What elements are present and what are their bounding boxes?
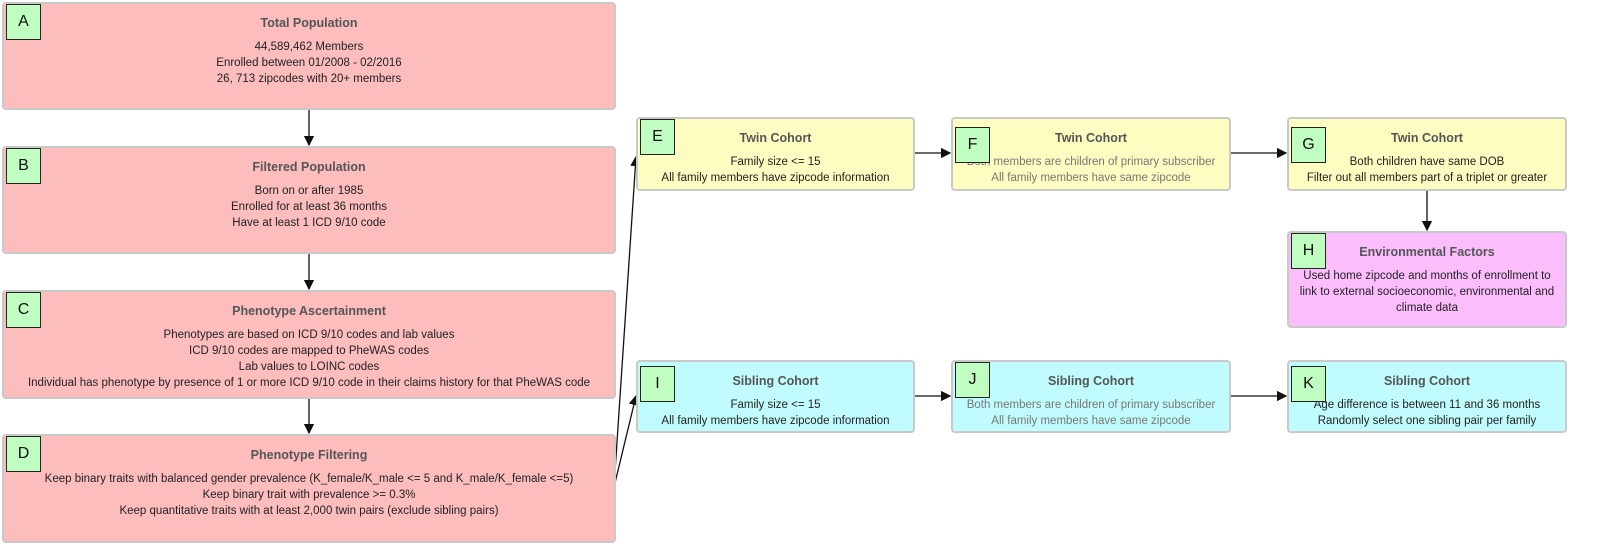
step-label-a: A bbox=[6, 4, 41, 40]
box-title: Phenotype Ascertainment bbox=[232, 304, 386, 318]
box-f: F Twin Cohort Both members are children of… bbox=[951, 117, 1231, 191]
box-title: Sibling Cohort bbox=[1047, 374, 1135, 388]
box-text-line: All family members have zipcode informat… bbox=[661, 415, 890, 427]
step-label-f: F bbox=[955, 127, 990, 163]
box-i: I Sibling Cohort Family size <= 15 All fami… bbox=[636, 360, 915, 433]
box-text-line: Keep binary trait with prevalence >= 0.3… bbox=[202, 489, 416, 501]
box-title: Sibling Cohort bbox=[1383, 374, 1471, 388]
arrow-d-e bbox=[613, 155, 641, 488]
box-title: Sibling Cohort bbox=[732, 374, 819, 388]
box-text-line: All family members have same zipcode bbox=[991, 415, 1191, 427]
step-label-c: C bbox=[6, 292, 41, 328]
box-text-line: Family size <= 15 bbox=[730, 399, 821, 411]
step-label-j: J bbox=[955, 362, 990, 398]
box-text-line: Both members are children of primary sub… bbox=[966, 399, 1216, 411]
step-label-h: H bbox=[1291, 233, 1326, 269]
box-text-line: climate data bbox=[1395, 302, 1458, 314]
box-text-line: 26, 713 zipcodes with 20+ members bbox=[216, 73, 402, 85]
box-title: Total Population bbox=[260, 16, 358, 30]
step-label-g: G bbox=[1291, 127, 1326, 163]
step-label-k: K bbox=[1291, 366, 1326, 402]
box-c: C Phenotype Ascertainment Phenotypes are b… bbox=[2, 290, 616, 399]
box-text-line: Filter out all members part of a triplet… bbox=[1306, 172, 1548, 184]
box-text-line: Have at least 1 ICD 9/10 code bbox=[232, 217, 386, 229]
box-text-line: Used home zipcode and months of enrollme… bbox=[1303, 270, 1551, 282]
box-g: G Twin Cohort Both children have same DOB F… bbox=[1287, 117, 1567, 191]
box-title: Filtered Population bbox=[252, 160, 366, 174]
box-text-line: link to external socioeconomic, environm… bbox=[1299, 286, 1555, 298]
box-text-line: Phenotypes are based on ICD 9/10 codes a… bbox=[163, 329, 455, 341]
step-label-i: I bbox=[640, 366, 675, 402]
box-title: Twin Cohort bbox=[1391, 131, 1463, 145]
box-text-line: Family size <= 15 bbox=[730, 156, 821, 168]
box-text-line: Keep binary traits with balanced gender … bbox=[44, 473, 574, 485]
arrow-d-i bbox=[613, 394, 639, 488]
box-text-line: Enrolled for at least 36 months bbox=[231, 201, 387, 213]
box-text-line: Randomly select one sibling pair per fam… bbox=[1317, 415, 1537, 427]
step-label-e: E bbox=[640, 119, 675, 155]
box-d: D Phenotype Filtering Keep binary traits w… bbox=[2, 434, 616, 543]
box-text-line: Born on or after 1985 bbox=[254, 185, 364, 197]
box-k: K Sibling Cohort Age difference is between… bbox=[1287, 360, 1567, 433]
box-text-line: All family members have same zipcode bbox=[991, 172, 1191, 184]
box-text-line: Both members are children of primary sub… bbox=[966, 156, 1216, 168]
box-title: Phenotype Filtering bbox=[250, 448, 368, 462]
box-text-line: Enrolled between 01/2008 - 02/2016 bbox=[216, 57, 402, 69]
box-j: J Sibling Cohort Both members are children… bbox=[951, 360, 1231, 433]
step-label-b: B bbox=[6, 148, 41, 184]
box-text-line: Individual has phenotype by presence of … bbox=[27, 377, 591, 389]
box-text-line: Lab values to LOINC codes bbox=[238, 361, 380, 373]
box-title: Twin Cohort bbox=[739, 131, 812, 145]
box-title: Twin Cohort bbox=[1055, 131, 1127, 145]
box-e: E Twin Cohort Family size <= 15 All family … bbox=[636, 117, 915, 191]
box-text-line: ICD 9/10 codes are mapped to PheWAS code… bbox=[189, 345, 429, 357]
step-label-d: D bbox=[6, 436, 41, 472]
box-text-line: 44,589,462 Members bbox=[254, 41, 364, 53]
box-text-line: Both children have same DOB bbox=[1349, 156, 1505, 168]
box-text-line: Keep quantitative traits with at least 2… bbox=[119, 505, 499, 517]
box-b: B Filtered Population Born on or after 198… bbox=[2, 146, 616, 254]
box-h: H Environmental Factors Used home zipcode … bbox=[1287, 231, 1567, 328]
box-text-line: Age difference is between 11 and 36 mont… bbox=[1313, 399, 1541, 411]
box-title: Environmental Factors bbox=[1359, 245, 1495, 259]
box-text-line: All family members have zipcode informat… bbox=[661, 172, 890, 184]
box-a: A Total Population 44,589,462 Members Enrol… bbox=[2, 2, 616, 110]
